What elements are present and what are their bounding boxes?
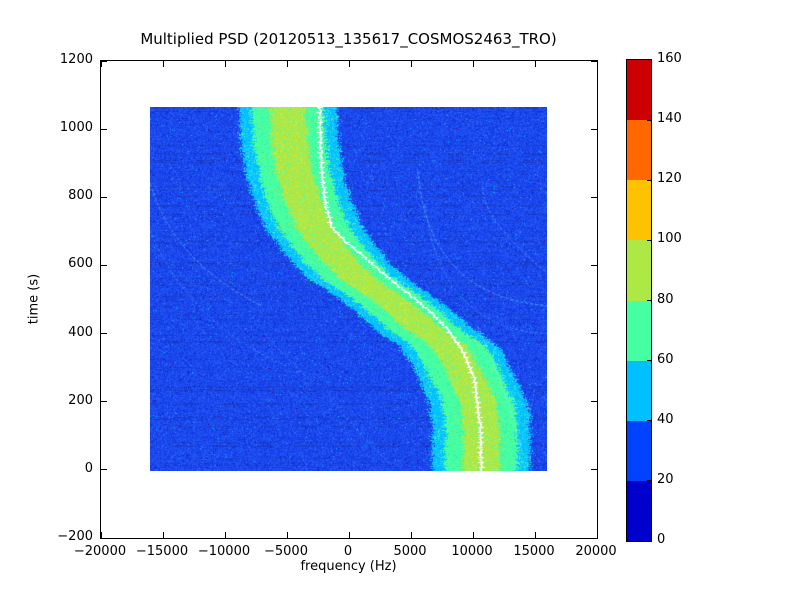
y-tick-mark-right bbox=[591, 61, 597, 62]
colorbar-tick-mark bbox=[647, 360, 651, 361]
y-tick-mark-left bbox=[101, 129, 107, 130]
y-tick-mark-right bbox=[591, 197, 597, 198]
y-tick-mark-left bbox=[101, 469, 107, 470]
y-tick-mark-left bbox=[101, 333, 107, 334]
colorbar-segment bbox=[627, 120, 651, 181]
y-tick-mark-left bbox=[101, 401, 107, 402]
y-tick-label: 600 bbox=[6, 256, 93, 272]
y-tick-label: 200 bbox=[6, 393, 93, 409]
plot-title: Multiplied PSD (20120513_135617_COSMOS24… bbox=[100, 30, 597, 48]
x-tick-mark-top bbox=[287, 61, 288, 67]
colorbar-tick-mark bbox=[647, 480, 651, 481]
y-tick-label: 1000 bbox=[6, 120, 93, 136]
y-tick-mark-right bbox=[591, 469, 597, 470]
colorbar-tick-mark bbox=[647, 240, 651, 241]
x-tick-mark-top bbox=[225, 61, 226, 67]
colorbar-tick-mark bbox=[647, 180, 651, 181]
colorbar-segment bbox=[627, 300, 651, 361]
y-tick-mark-right bbox=[591, 538, 597, 539]
colorbar-tick-label: 80 bbox=[657, 292, 674, 308]
colorbar-segment bbox=[627, 360, 651, 421]
matplotlib-figure: Multiplied PSD (20120513_135617_COSMOS24… bbox=[0, 0, 800, 600]
x-tick-mark-bottom bbox=[163, 532, 164, 538]
colorbar bbox=[626, 59, 652, 542]
colorbar-tick-label: 40 bbox=[657, 412, 674, 428]
y-tick-label: 400 bbox=[6, 325, 93, 341]
y-tick-label: −200 bbox=[6, 529, 93, 545]
colorbar-tick-mark bbox=[647, 300, 651, 301]
colorbar-segment bbox=[627, 180, 651, 241]
y-tick-label: 800 bbox=[6, 188, 93, 204]
colorbar-segment bbox=[627, 420, 651, 481]
colorbar-tick-label: 20 bbox=[657, 472, 674, 488]
y-tick-label: 1200 bbox=[6, 52, 93, 68]
x-tick-mark-top bbox=[411, 61, 412, 67]
colorbar-tick-mark bbox=[647, 420, 651, 421]
y-tick-mark-left bbox=[101, 61, 107, 62]
y-tick-mark-right bbox=[591, 333, 597, 334]
x-tick-mark-top bbox=[163, 61, 164, 67]
x-tick-mark-bottom bbox=[411, 532, 412, 538]
colorbar-segment bbox=[627, 480, 651, 541]
x-tick-mark-bottom bbox=[225, 532, 226, 538]
colorbar-tick-label: 120 bbox=[657, 171, 682, 187]
x-tick-mark-top bbox=[473, 61, 474, 67]
x-tick-mark-bottom bbox=[473, 532, 474, 538]
colorbar-tick-label: 160 bbox=[657, 51, 682, 67]
y-tick-mark-left bbox=[101, 538, 107, 539]
x-tick-mark-top bbox=[535, 61, 536, 67]
x-axis-label: frequency (Hz) bbox=[100, 559, 597, 574]
colorbar-segment bbox=[627, 240, 651, 301]
x-tick-mark-top bbox=[101, 61, 102, 67]
heatmap-image bbox=[150, 107, 547, 471]
y-tick-mark-right bbox=[591, 129, 597, 130]
x-tick-mark-bottom bbox=[349, 532, 350, 538]
y-tick-mark-right bbox=[591, 401, 597, 402]
y-tick-mark-left bbox=[101, 197, 107, 198]
x-tick-mark-bottom bbox=[287, 532, 288, 538]
colorbar-segment bbox=[627, 60, 651, 121]
y-tick-mark-left bbox=[101, 265, 107, 266]
x-tick-label: 20000 bbox=[551, 544, 641, 560]
colorbar-tick-mark bbox=[647, 120, 651, 121]
y-axis-label: time (s) bbox=[27, 274, 42, 324]
x-tick-mark-bottom bbox=[535, 532, 536, 538]
x-tick-mark-top bbox=[349, 61, 350, 67]
x-tick-mark-top bbox=[597, 61, 598, 67]
colorbar-tick-label: 0 bbox=[657, 532, 665, 548]
colorbar-tick-label: 100 bbox=[657, 231, 682, 247]
plot-area bbox=[100, 60, 598, 539]
colorbar-tick-label: 140 bbox=[657, 111, 682, 127]
colorbar-tick-label: 60 bbox=[657, 352, 674, 368]
y-tick-label: 0 bbox=[6, 461, 93, 477]
y-tick-mark-right bbox=[591, 265, 597, 266]
